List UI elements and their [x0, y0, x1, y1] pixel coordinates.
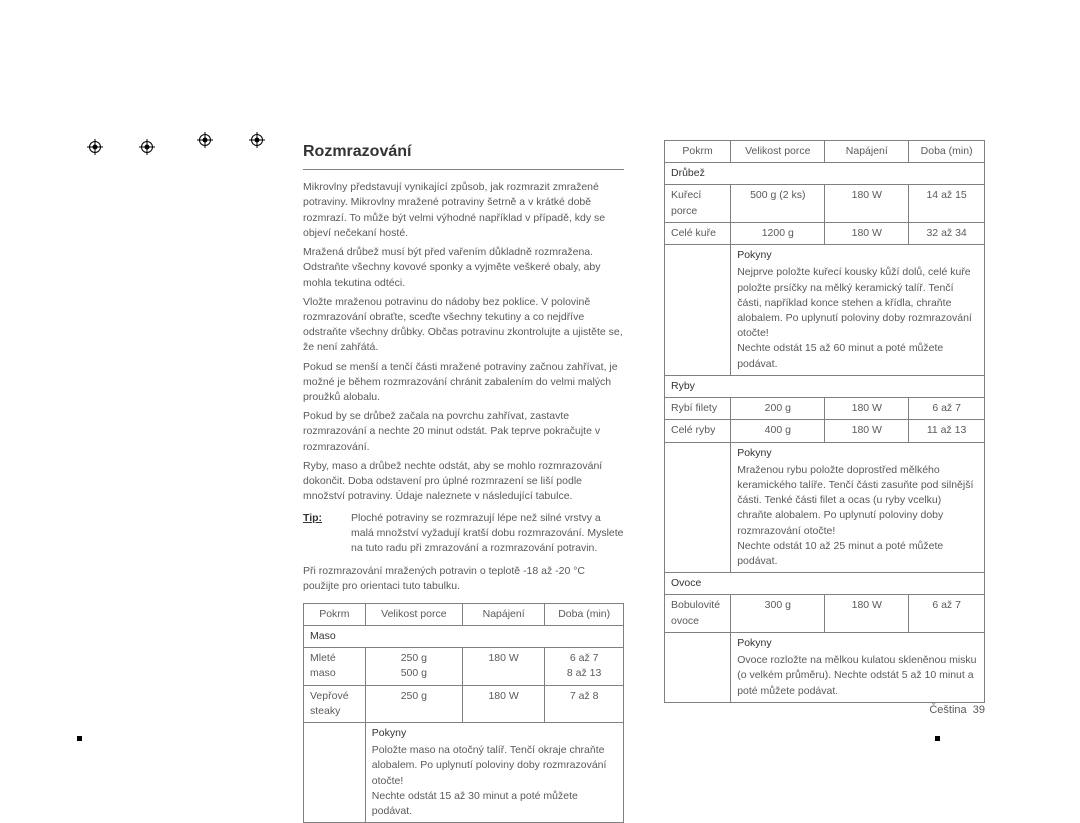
- table-row: Celé kuře 1200 g 180 W 32 až 34: [665, 222, 985, 244]
- th-doba: Doba (min): [545, 603, 624, 625]
- pokyny-label: Pokyny: [737, 636, 978, 651]
- reg-mark-top: [89, 140, 101, 154]
- cell-name: Celé ryby: [665, 420, 731, 442]
- cell-portion: 250 g: [365, 685, 462, 722]
- footer-page-number: 39: [973, 704, 985, 716]
- cell-portion: 500 g (2 ks): [731, 185, 825, 222]
- cell-power: 180 W: [825, 398, 909, 420]
- cell-name: Kuřecí porce: [665, 185, 731, 222]
- cell-power: 180 W: [825, 595, 909, 632]
- cell-name: Mleté maso: [304, 648, 366, 685]
- cell-time: 11 až 13: [909, 420, 985, 442]
- cell-name: Celé kuře: [665, 222, 731, 244]
- footer-language: Čeština: [929, 704, 966, 716]
- reg-mark-right: [251, 133, 263, 147]
- table-row: Rybí filety 200 g 180 W 6 až 7: [665, 398, 985, 420]
- th-pokrm: Pokrm: [665, 141, 731, 163]
- section-ovoce: Ovoce: [665, 573, 985, 595]
- heading-rule: [303, 169, 624, 170]
- para-5: Pokud by se drůbež začala na povrchu zah…: [303, 409, 624, 455]
- table-row: Kuřecí porce 500 g (2 ks) 180 W 14 až 15: [665, 185, 985, 222]
- cell-time: 6 až 7 8 až 13: [545, 648, 624, 685]
- th-porce: Velikost porce: [365, 603, 462, 625]
- section-drubez: Drůbež: [665, 163, 985, 185]
- cell-name: Bobulovité ovoce: [665, 595, 731, 632]
- table-row: Vepřové steaky 250 g 180 W 7 až 8: [304, 685, 624, 722]
- right-column: Pokrm Velikost porce Napájení Doba (min)…: [664, 140, 985, 776]
- pokyny-label: Pokyny: [737, 446, 978, 461]
- cell-power: 180 W: [462, 648, 544, 685]
- para-3: Vložte mraženou potravinu do nádoby bez …: [303, 295, 624, 356]
- pokyny-row: Pokyny Mraženou rybu položte doprostřed …: [665, 442, 985, 573]
- cell-time: 6 až 7: [909, 398, 985, 420]
- para-2: Mražená drůbež musí být před vařením důk…: [303, 245, 624, 291]
- pokyny-text: Mraženou rybu položte doprostřed mělkého…: [737, 464, 973, 567]
- tip-body: Ploché potraviny se rozmrazují lépe než …: [351, 511, 624, 557]
- pokyny-text: Nejprve položte kuřecí kousky kůží dolů,…: [737, 266, 972, 369]
- th-napajeni: Napájení: [825, 141, 909, 163]
- cell-time: 14 až 15: [909, 185, 985, 222]
- crop-mark-bl: [77, 736, 82, 741]
- pokyny-label: Pokyny: [372, 726, 617, 741]
- th-napajeni: Napájení: [462, 603, 544, 625]
- left-column: Rozmrazování Mikrovlny představují vynik…: [303, 140, 624, 776]
- th-pokrm: Pokrm: [304, 603, 366, 625]
- cell-portion: 250 g 500 g: [365, 648, 462, 685]
- cell-time: 6 až 7: [909, 595, 985, 632]
- table-header-row: Pokrm Velikost porce Napájení Doba (min): [304, 603, 624, 625]
- post-tip-para: Při rozmrazování mražených potravin o te…: [303, 564, 624, 594]
- section-maso: Maso: [304, 625, 624, 647]
- cell-power: 180 W: [462, 685, 544, 722]
- cell-power: 180 W: [825, 222, 909, 244]
- cell-name: Vepřové steaky: [304, 685, 366, 722]
- cell-time: 32 až 34: [909, 222, 985, 244]
- table-meat: Pokrm Velikost porce Napájení Doba (min)…: [303, 603, 624, 823]
- pokyny-row: Pokyny Nejprve položte kuřecí kousky kůž…: [665, 245, 985, 376]
- table-header-row: Pokrm Velikost porce Napájení Doba (min): [665, 141, 985, 163]
- cell-portion: 200 g: [731, 398, 825, 420]
- reg-mark-left: [199, 133, 211, 147]
- crop-mark-br: [935, 736, 940, 741]
- cell-time: 7 až 8: [545, 685, 624, 722]
- reg-mark-bottom: [141, 140, 153, 154]
- cell-power: 180 W: [825, 420, 909, 442]
- cell-portion: 300 g: [731, 595, 825, 632]
- table-row: Celé ryby 400 g 180 W 11 až 13: [665, 420, 985, 442]
- pokyny-row: Pokyny Položte maso na otočný talíř. Ten…: [304, 722, 624, 822]
- para-6: Ryby, maso a drůbež nechte odstát, aby s…: [303, 459, 624, 505]
- para-1: Mikrovlny představují vynikající způsob,…: [303, 180, 624, 241]
- cell-portion: 400 g: [731, 420, 825, 442]
- table-row: Bobulovité ovoce 300 g 180 W 6 až 7: [665, 595, 985, 632]
- table-row: Mleté maso 250 g 500 g 180 W 6 až 7 8 až…: [304, 648, 624, 685]
- cell-name: Rybí filety: [665, 398, 731, 420]
- pokyny-text: Ovoce rozložte na mělkou kulatou skleněn…: [737, 654, 976, 696]
- pokyny-text: Položte maso na otočný talíř. Tenčí okra…: [372, 744, 607, 817]
- cell-power: 180 W: [825, 185, 909, 222]
- tip-label: Tip:: [303, 511, 351, 557]
- pokyny-label: Pokyny: [737, 248, 978, 263]
- pokyny-row: Pokyny Ovoce rozložte na mělkou kulatou …: [665, 632, 985, 702]
- tip-block: Tip: Ploché potraviny se rozmrazují lépe…: [303, 511, 624, 557]
- page-footer: Čeština 39: [929, 704, 985, 716]
- th-doba: Doba (min): [909, 141, 985, 163]
- section-ryby: Ryby: [665, 375, 985, 397]
- section-heading: Rozmrazování: [303, 140, 624, 163]
- table-other: Pokrm Velikost porce Napájení Doba (min)…: [664, 140, 985, 703]
- cell-portion: 1200 g: [731, 222, 825, 244]
- para-4: Pokud se menší a tenčí části mražené pot…: [303, 360, 624, 406]
- th-porce: Velikost porce: [731, 141, 825, 163]
